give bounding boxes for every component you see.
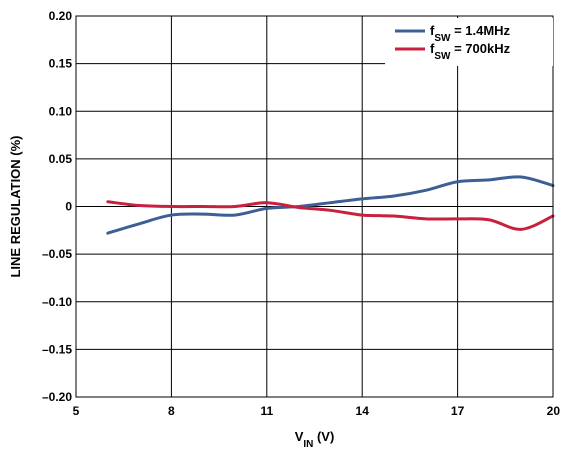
legend-box	[385, 18, 553, 66]
series-line-1p4mhz	[106, 175, 555, 235]
legend: fSW = 1.4MHz fSW = 700kHz	[385, 18, 553, 66]
x-axis-label: VIN (V)	[295, 429, 335, 450]
y-tick-label: 0.10	[49, 104, 73, 118]
x-tick-label: 11	[260, 404, 273, 418]
y-axis-label: LINE REGULATION (%)	[8, 135, 23, 277]
y-tick-label: 0.05	[49, 152, 73, 166]
y-tick-label: –0.15	[42, 342, 72, 356]
x-tick-label: 20	[547, 404, 561, 418]
plot-frame	[75, 15, 554, 398]
legend-entry-1p4mhz: fSW = 1.4MHz	[430, 23, 511, 44]
legend-entry-700khz: fSW = 700kHz	[430, 41, 511, 62]
x-tick-label: 5	[73, 404, 80, 418]
y-tick-label: –0.05	[42, 247, 72, 261]
x-tick-label: 17	[451, 404, 465, 418]
y-tick-label: 0	[65, 200, 72, 214]
y-tick-label: –0.20	[42, 390, 72, 404]
series-line-700khz	[106, 200, 555, 231]
y-tick-label: 0.15	[49, 57, 73, 71]
x-tick-label: 8	[168, 404, 175, 418]
x-tick-label: 14	[356, 404, 370, 418]
x-tick-labels: 5 8 11 14 17 20	[73, 404, 561, 418]
y-tick-label: –0.10	[42, 295, 72, 309]
y-tick-labels: 0.20 0.15 0.10 0.05 0 –0.05 –0.10 –0.15 –0.20	[42, 9, 72, 404]
y-tick-label: 0.20	[49, 9, 73, 23]
series-lines	[106, 175, 555, 235]
